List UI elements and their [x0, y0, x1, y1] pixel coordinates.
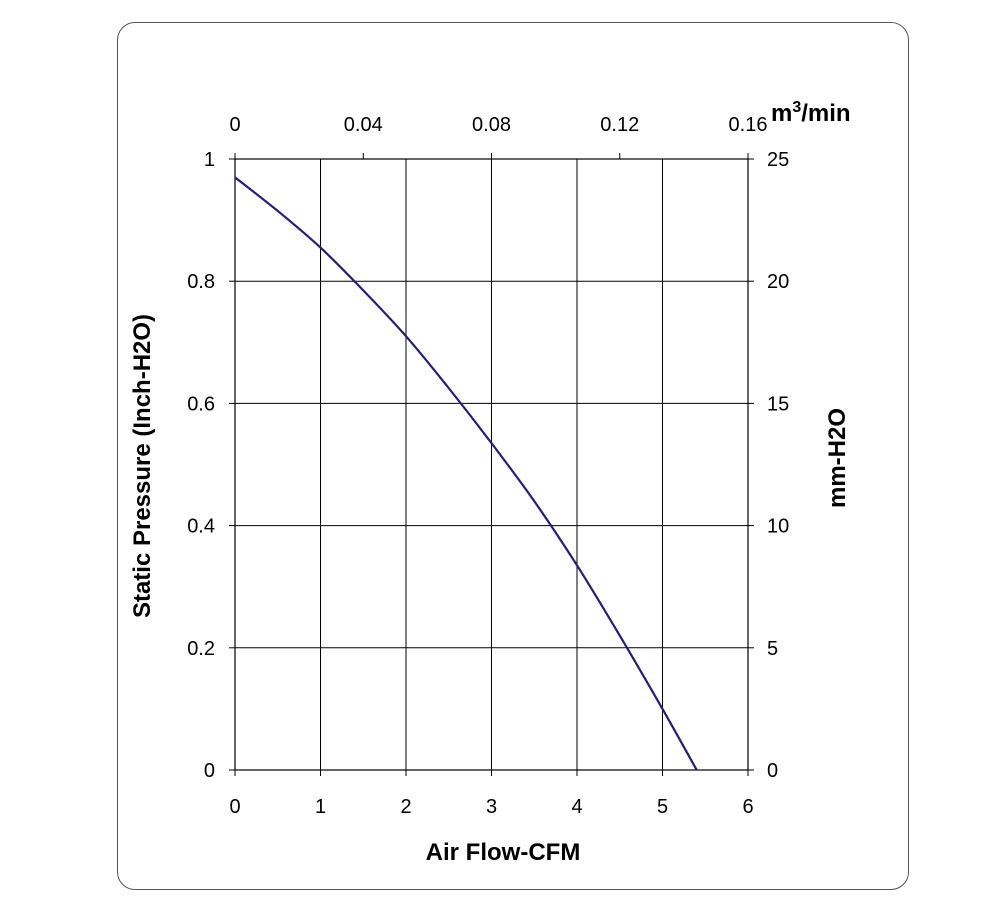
x-tick-label-bottom: 4	[571, 796, 582, 818]
y-tick-label-left: 0.4	[187, 516, 215, 538]
x-axis-top-title-sup: 3	[792, 99, 801, 116]
x-axis-bottom-ticks: 0 1 2 3 4 5 6	[229, 770, 754, 818]
x-tick-label-bottom: 1	[315, 796, 326, 818]
chart-frame	[117, 22, 909, 890]
x-tick-label-top: 0.04	[344, 114, 383, 136]
series-line-pressure	[234, 176, 698, 771]
series-group	[234, 176, 698, 771]
x-axis-title: Air Flow-CFM	[426, 839, 581, 866]
x-tick-label-top: 0	[229, 114, 240, 136]
x-tick-label-top: 0.12	[600, 114, 639, 136]
y-axis-left-ticks: 0 0.2 0.4 0.6 0.8 1	[187, 149, 235, 782]
x-tick-label-bottom: 5	[657, 796, 668, 818]
y-tick-label-left: 0.6	[187, 393, 215, 415]
x-tick-label-bottom: 2	[400, 796, 411, 818]
y-tick-label-right: 20	[767, 271, 789, 293]
x-axis-top-title-rest: /min	[801, 100, 850, 127]
x-tick-label-bottom: 0	[229, 796, 240, 818]
x-tick-label-top: 0.08	[472, 114, 511, 136]
y-axis-right-title: mm-H2O	[824, 408, 851, 508]
y-tick-label-right: 25	[767, 149, 789, 171]
x-axis-top-title-base: m	[771, 100, 792, 127]
y-axis-left-title: Static Pressure (Inch-H2O)	[129, 314, 156, 618]
x-axis-top-title: m3/min	[771, 99, 851, 127]
x-tick-label-bottom: 3	[486, 796, 497, 818]
grid-lines	[234, 158, 749, 771]
y-axis-right-ticks: 0 5 10 15 20 25	[748, 149, 789, 782]
x-tick-label-bottom: 6	[742, 796, 753, 818]
y-tick-label-left: 0.8	[187, 271, 215, 293]
x-axis-top-ticks: 0 0.04 0.08 0.12 0.16	[229, 114, 767, 159]
y-tick-label-right: 5	[767, 638, 778, 660]
y-tick-label-right: 0	[767, 760, 778, 782]
y-tick-label-right: 10	[767, 516, 789, 538]
y-tick-label-left: 0.2	[187, 638, 215, 660]
y-tick-label-right: 15	[767, 393, 789, 415]
y-tick-label-left: 1	[204, 149, 215, 171]
y-tick-label-left: 0	[204, 760, 215, 782]
x-tick-label-top: 0.16	[729, 114, 768, 136]
